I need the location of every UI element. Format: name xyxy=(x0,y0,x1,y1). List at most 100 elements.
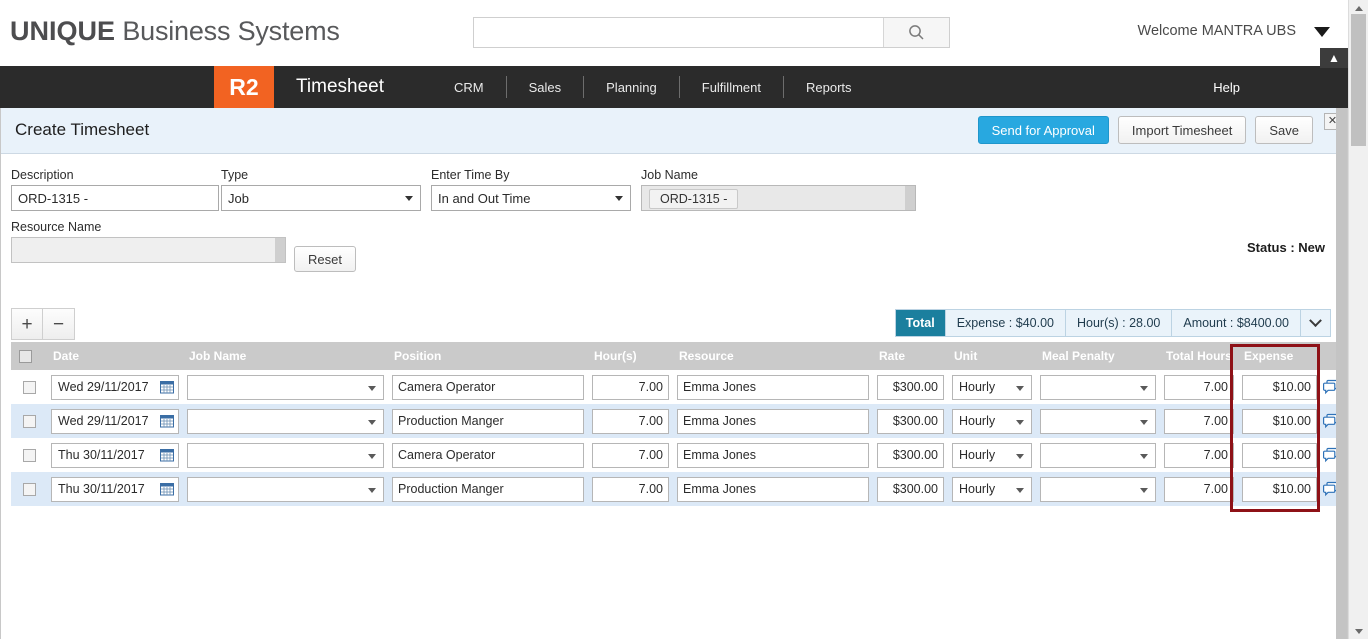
date-value: Thu 30/11/2017 xyxy=(58,482,145,496)
import-timesheet-button[interactable]: Import Timesheet xyxy=(1117,116,1247,144)
job-name-dropdown[interactable] xyxy=(187,476,384,502)
job-name-multiselect[interactable]: ORD-1315 - xyxy=(641,185,916,211)
row-checkbox[interactable] xyxy=(23,482,36,496)
scroll-down-arrow[interactable] xyxy=(1349,623,1368,639)
hours-input[interactable] xyxy=(592,374,669,400)
search-input[interactable] xyxy=(474,18,883,47)
chevron-down-icon[interactable] xyxy=(1314,27,1330,37)
unit-dropdown[interactable]: Hourly xyxy=(952,374,1032,400)
position-input[interactable] xyxy=(392,476,584,502)
resource-name-scrollbar[interactable] xyxy=(275,238,285,262)
nav-item-sales[interactable]: Sales xyxy=(528,79,562,95)
total-hours-input[interactable] xyxy=(1164,442,1234,468)
position-input[interactable] xyxy=(392,442,584,468)
resource-input[interactable] xyxy=(677,408,869,434)
unit-dropdown[interactable]: Hourly xyxy=(952,408,1032,434)
unit-dropdown[interactable]: Hourly xyxy=(952,476,1032,502)
reset-button[interactable]: Reset xyxy=(294,246,356,272)
content-inner-scrollbar[interactable] xyxy=(1336,108,1347,639)
meal-penalty-dropdown[interactable] xyxy=(1040,408,1156,434)
nav-item-help[interactable]: Help xyxy=(1213,79,1240,95)
resource-input[interactable] xyxy=(677,442,869,468)
calendar-icon[interactable] xyxy=(160,414,174,428)
page-titlebar: Create Timesheet Send for Approval Impor… xyxy=(1,108,1347,154)
date-picker[interactable]: Thu 30/11/2017 xyxy=(51,476,179,502)
total-hours-input[interactable] xyxy=(1164,374,1234,400)
nav-item-fulfillment[interactable]: Fulfillment xyxy=(701,79,761,95)
description-field-group: Description xyxy=(11,168,219,211)
row-select-cell xyxy=(11,472,47,506)
type-field-group: Type xyxy=(221,168,421,211)
hours-input[interactable] xyxy=(592,442,669,468)
description-input[interactable] xyxy=(11,185,219,211)
rate-input[interactable] xyxy=(877,476,944,502)
expense-input[interactable] xyxy=(1242,476,1317,502)
scroll-thumb[interactable] xyxy=(1351,14,1366,146)
resource-input[interactable] xyxy=(677,476,869,502)
remove-row-button[interactable]: − xyxy=(43,308,75,340)
nav-item-crm[interactable]: CRM xyxy=(454,79,484,95)
nav-item-planning[interactable]: Planning xyxy=(606,79,657,95)
type-select[interactable] xyxy=(221,185,421,211)
meal-penalty-dropdown[interactable] xyxy=(1040,476,1156,502)
calendar-icon[interactable] xyxy=(160,482,174,496)
nav-item-reports[interactable]: Reports xyxy=(806,79,852,95)
position-input[interactable] xyxy=(392,408,584,434)
page-scrollbar[interactable] xyxy=(1348,0,1368,639)
unit-dropdown[interactable]: Hourly xyxy=(952,442,1032,468)
position-input[interactable] xyxy=(392,374,584,400)
r2-logo[interactable]: R2 xyxy=(214,66,274,108)
total-hours-input[interactable] xyxy=(1164,476,1234,502)
enter-time-by-select[interactable] xyxy=(431,185,631,211)
save-button[interactable]: Save xyxy=(1255,116,1313,144)
unit-value: Hourly xyxy=(959,379,996,394)
meal-penalty-dropdown[interactable] xyxy=(1040,442,1156,468)
row-checkbox[interactable] xyxy=(23,380,36,394)
brand-name-bold: UNIQUE xyxy=(10,16,116,46)
table-row: Wed 29/11/2017 xyxy=(11,404,1343,438)
date-picker[interactable]: Wed 29/11/2017 xyxy=(51,408,179,434)
total-hours-input[interactable] xyxy=(1164,408,1234,434)
rate-input[interactable] xyxy=(877,408,944,434)
calendar-icon[interactable] xyxy=(160,380,174,394)
scroll-up-arrow[interactable] xyxy=(1349,0,1368,16)
cell-hours xyxy=(588,438,673,472)
date-picker[interactable]: Wed 29/11/2017 xyxy=(51,374,179,400)
chevron-double-up-icon[interactable]: ▲ xyxy=(1320,48,1348,68)
job-name-chip[interactable]: ORD-1315 - xyxy=(649,189,739,209)
cell-hours xyxy=(588,370,673,404)
type-select-value[interactable] xyxy=(221,185,421,211)
job-name-dropdown[interactable] xyxy=(187,408,384,434)
job-name-scrollbar[interactable] xyxy=(905,186,915,210)
rate-input[interactable] xyxy=(877,374,944,400)
chevron-down-icon[interactable] xyxy=(1300,310,1330,336)
chevron-down-icon xyxy=(368,385,376,391)
chevron-down-icon xyxy=(1016,385,1024,391)
job-name-dropdown[interactable] xyxy=(187,442,384,468)
search-button[interactable] xyxy=(883,18,949,47)
resource-name-multiselect[interactable] xyxy=(11,237,286,263)
expense-input[interactable] xyxy=(1242,408,1317,434)
cell-position xyxy=(388,472,588,506)
expense-input[interactable] xyxy=(1242,442,1317,468)
resource-input[interactable] xyxy=(677,374,869,400)
cell-resource xyxy=(673,472,873,506)
hours-input[interactable] xyxy=(592,408,669,434)
cell-meal-penalty xyxy=(1036,438,1160,472)
calendar-icon[interactable] xyxy=(160,448,174,462)
expense-input[interactable] xyxy=(1242,374,1317,400)
select-all-checkbox[interactable] xyxy=(19,349,32,363)
chevron-down-icon xyxy=(1354,628,1363,634)
timesheet-form: Description Type Enter Time By Job Name xyxy=(1,154,1347,324)
date-picker[interactable]: Thu 30/11/2017 xyxy=(51,442,179,468)
hours-input[interactable] xyxy=(592,476,669,502)
cell-meal-penalty xyxy=(1036,472,1160,506)
job-name-dropdown[interactable] xyxy=(187,374,384,400)
rate-input[interactable] xyxy=(877,442,944,468)
add-row-button[interactable]: + xyxy=(11,308,43,340)
row-checkbox[interactable] xyxy=(23,414,36,428)
meal-penalty-dropdown[interactable] xyxy=(1040,374,1156,400)
row-checkbox[interactable] xyxy=(23,448,36,462)
enter-time-by-select-value[interactable] xyxy=(431,185,631,211)
send-for-approval-button[interactable]: Send for Approval xyxy=(977,116,1109,144)
